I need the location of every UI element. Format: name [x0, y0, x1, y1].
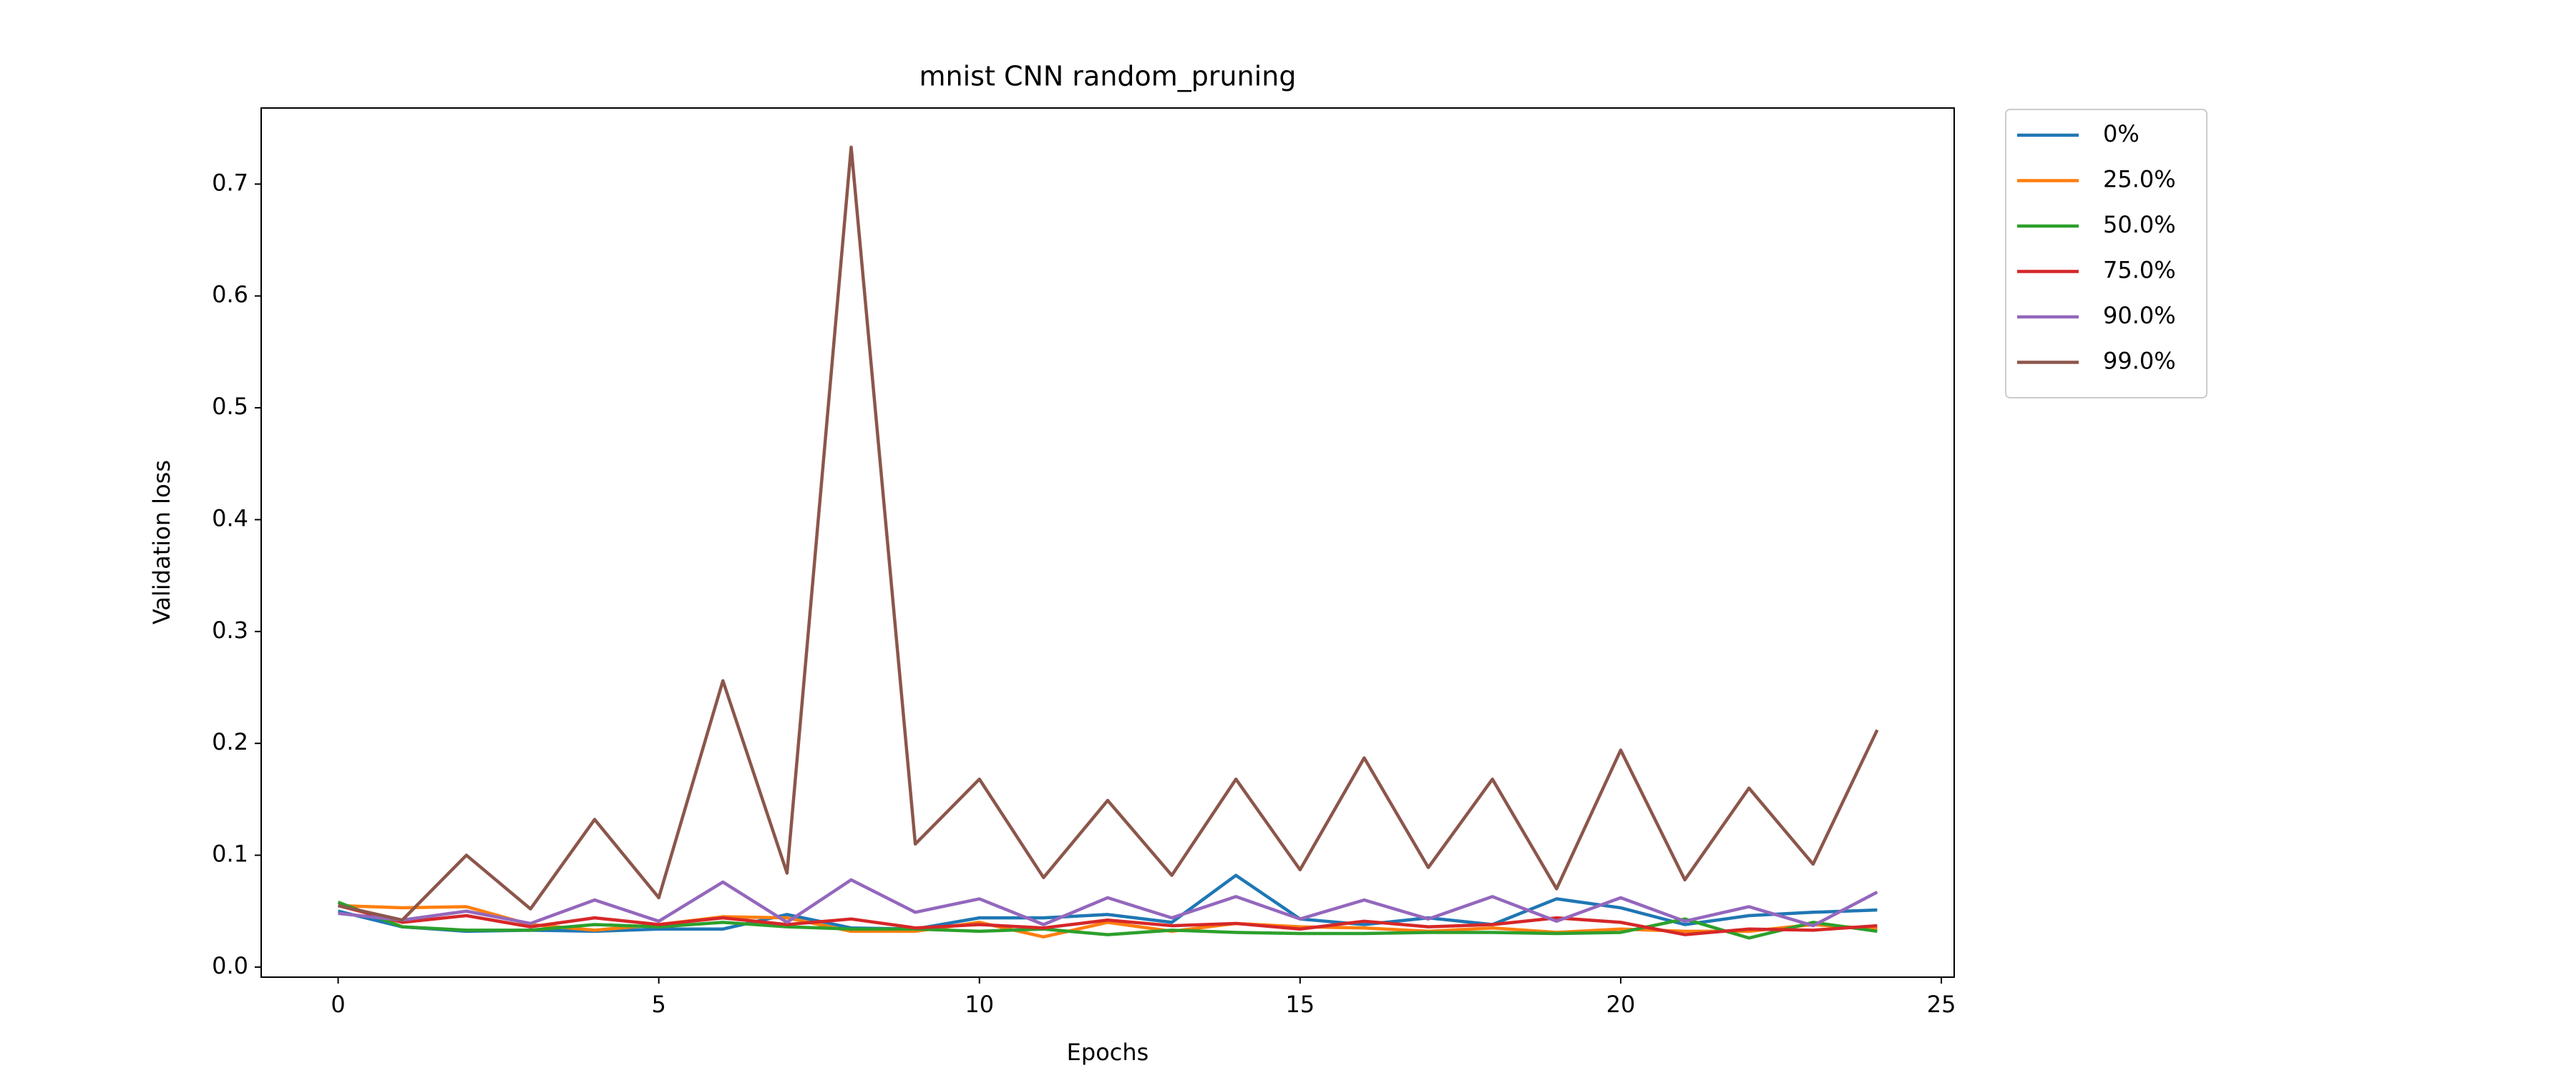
- series-line: [337, 903, 1878, 936]
- series-line: [338, 878, 1878, 928]
- y-tick-label: 0.4: [212, 504, 248, 531]
- legend-label: 75.0%: [2103, 257, 2176, 284]
- y-tick-label: 0.1: [212, 841, 248, 868]
- x-tick-label: 20: [1606, 991, 1636, 1018]
- legend-label: 50.0%: [2103, 211, 2176, 238]
- legend-label: 0%: [2103, 120, 2140, 147]
- series-line: [338, 903, 1878, 939]
- y-tick-label: 0.6: [212, 281, 248, 308]
- legend-label: 25.0%: [2103, 166, 2176, 193]
- x-tick-label: 10: [965, 991, 994, 1018]
- x-tick-label: 25: [1927, 991, 1956, 1018]
- y-tick-label: 0.0: [212, 952, 248, 979]
- y-tick-label: 0.7: [212, 169, 248, 196]
- y-axis-label: Validation loss: [148, 460, 175, 624]
- x-tick-label: 0: [331, 991, 345, 1018]
- legend-label: 99.0%: [2103, 348, 2176, 375]
- x-tick-label: 5: [651, 991, 665, 1018]
- x-tick-label: 15: [1286, 991, 1315, 1018]
- series-line: [338, 145, 1879, 922]
- series-line: [337, 901, 1878, 940]
- chart-title: mnist CNN random_pruning: [919, 61, 1297, 92]
- y-tick-label: 0.2: [212, 728, 248, 755]
- x-axis-label: Epochs: [1067, 1039, 1149, 1066]
- y-tick-label: 0.5: [212, 393, 248, 420]
- y-tick-label: 0.3: [212, 617, 248, 644]
- plot-frame: [260, 107, 1955, 978]
- legend-label: 90.0%: [2103, 302, 2176, 329]
